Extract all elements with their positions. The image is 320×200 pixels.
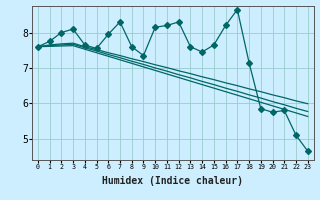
X-axis label: Humidex (Indice chaleur): Humidex (Indice chaleur) [102, 176, 243, 186]
